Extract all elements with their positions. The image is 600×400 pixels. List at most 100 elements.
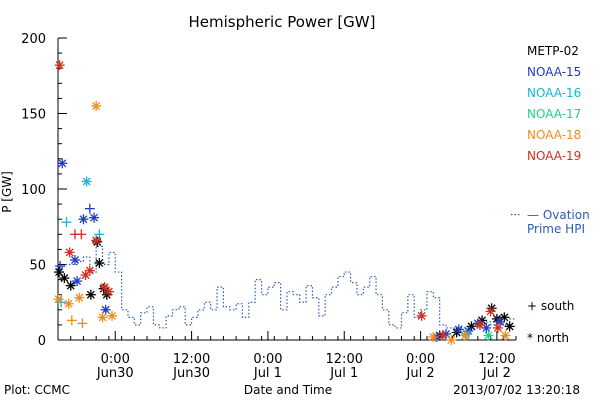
series-noaa-18 xyxy=(53,100,511,345)
north-data-point xyxy=(74,292,85,303)
north-data-point xyxy=(53,294,64,305)
north-marker-stroke xyxy=(108,311,117,320)
south-data-point xyxy=(61,217,72,228)
north-marker-stroke xyxy=(73,277,82,286)
footer-left-credit: Plot: CCMC xyxy=(4,383,70,397)
north-data-point xyxy=(446,335,457,345)
north-data-point xyxy=(94,257,105,268)
y-tick-label: 0 xyxy=(38,334,46,349)
north-data-point xyxy=(483,330,494,341)
north-marker-stroke xyxy=(92,236,101,245)
north-marker-stroke xyxy=(100,283,109,292)
north-data-point xyxy=(85,289,96,300)
north-data-point xyxy=(504,321,515,332)
north-marker-stroke xyxy=(82,177,91,186)
x-tick-label: 12:00 xyxy=(173,352,210,367)
north-data-point xyxy=(81,176,92,187)
satellite-markers xyxy=(53,60,515,345)
y-axis: 0 50 100 150 200 xyxy=(21,32,67,349)
north-data-point xyxy=(485,306,496,317)
x-axis-label: Date and Time xyxy=(244,383,332,397)
legend-entry-noaa-19: NOAA-19 xyxy=(527,149,581,163)
north-marker-stroke xyxy=(95,258,104,267)
north-data-point xyxy=(97,312,108,323)
series-noaa-19 xyxy=(54,60,503,341)
north-marker-stroke xyxy=(90,213,99,222)
north-marker-stroke xyxy=(467,322,476,331)
north-marker-stroke xyxy=(79,215,88,224)
x-tick-sublabel: Jul 1 xyxy=(253,366,282,381)
north-data-point xyxy=(69,254,80,265)
south-data-point xyxy=(77,318,88,329)
north-data-point xyxy=(103,286,114,297)
series-noaa-15 xyxy=(55,158,506,342)
legend-entry-metp-02: METP-02 xyxy=(527,44,579,58)
north-data-point xyxy=(64,247,75,258)
south-data-point xyxy=(76,229,87,240)
x-tick-sublabel: Jun30 xyxy=(96,366,134,381)
south-data-point xyxy=(66,315,77,326)
y-tick-label: 200 xyxy=(21,32,46,47)
north-marker-stroke xyxy=(417,311,426,320)
footer-right-timestamp: 2013/07/02 13:20:18 xyxy=(453,383,580,397)
x-tick-label: 0:00 xyxy=(406,352,435,367)
north-marker-stroke xyxy=(55,61,64,70)
north-data-point xyxy=(453,324,464,335)
north-data-point xyxy=(59,273,70,284)
north-data-point xyxy=(500,330,511,341)
north-data-point xyxy=(100,304,111,315)
north-marker-stroke xyxy=(438,331,447,340)
chart-title: Hemispheric Power [GW] xyxy=(189,13,376,31)
x-tick-sublabel: Jun30 xyxy=(172,366,210,381)
north-marker-stroke xyxy=(55,268,64,277)
legend-entry-noaa-16: NOAA-16 xyxy=(527,86,581,100)
north-data-point xyxy=(78,214,89,225)
legend: METP-02 NOAA-15 NOAA-16 NOAA-17 NOAA-18 NOAA-… xyxy=(511,44,590,345)
north-marker-stroke xyxy=(66,281,75,290)
x-tick-sublabel: Jul 1 xyxy=(329,366,358,381)
north-marker-stroke xyxy=(85,266,94,275)
x-tick-label: 12:00 xyxy=(326,352,363,367)
north-marker-stroke xyxy=(65,248,74,257)
north-data-point xyxy=(428,331,439,342)
north-data-point xyxy=(84,265,95,276)
x-tick-sublabel: Jul 2 xyxy=(482,366,511,381)
x-tick-label: 12:00 xyxy=(478,352,515,367)
legend-ovation-line1: — Ovation xyxy=(527,208,590,222)
north-marker-stroke xyxy=(505,322,514,331)
north-marker-stroke xyxy=(70,255,79,264)
north-marker-stroke xyxy=(60,274,69,283)
north-marker-stroke xyxy=(429,332,438,341)
north-marker-stroke xyxy=(484,331,493,340)
y-tick-label: 50 xyxy=(29,259,46,274)
south-data-point xyxy=(55,261,66,272)
north-marker-stroke xyxy=(64,299,73,308)
south-data-point xyxy=(84,203,95,214)
north-marker-stroke xyxy=(101,305,110,314)
series-metp-02 xyxy=(54,236,515,341)
north-data-point xyxy=(63,298,74,309)
legend-entry-noaa-17: NOAA-17 xyxy=(527,107,581,121)
north-data-point xyxy=(54,60,65,71)
north-data-point xyxy=(72,276,83,287)
north-marker-stroke xyxy=(493,323,502,332)
north-data-point xyxy=(474,319,485,330)
north-marker-stroke xyxy=(475,320,484,329)
legend-north-marker: * north xyxy=(527,331,569,345)
north-marker-stroke xyxy=(486,307,495,316)
north-marker-stroke xyxy=(54,295,63,304)
north-data-point xyxy=(107,310,118,321)
series-noaa-17 xyxy=(483,330,494,341)
legend-ovation-line2: Prime HPI xyxy=(527,222,585,236)
north-data-point xyxy=(91,100,102,111)
north-data-point xyxy=(65,280,76,291)
north-marker-stroke xyxy=(92,101,101,110)
legend-entry-noaa-18: NOAA-18 xyxy=(527,128,581,142)
north-marker-stroke xyxy=(58,159,67,168)
x-tick-label: 0:00 xyxy=(253,352,282,367)
ovation-prime-hpi-path xyxy=(58,245,516,329)
y-axis-label: P [GW] xyxy=(0,171,14,213)
north-data-point xyxy=(492,322,503,333)
